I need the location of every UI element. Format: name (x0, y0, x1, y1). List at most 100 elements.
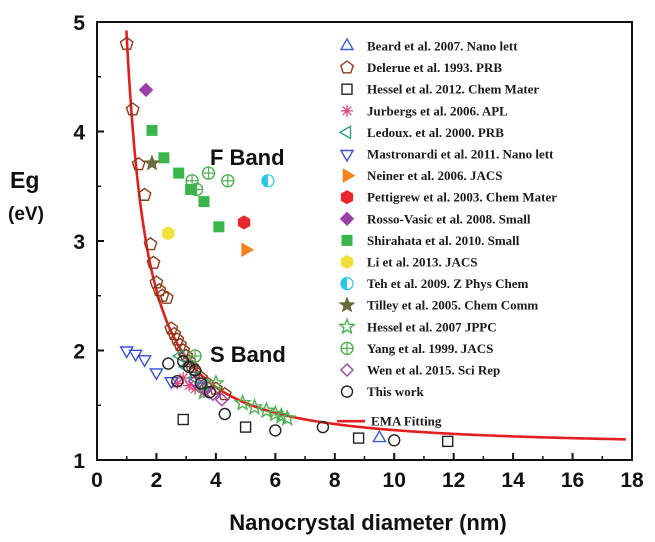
data-point-shirahata-et-al-2010-small (213, 221, 225, 233)
legend-marker (340, 190, 354, 205)
x-tick-label: 6 (269, 469, 281, 492)
legend-entry-label: Teh et al. 2009. Z Phys Chem (367, 276, 528, 291)
y-axis-label: Eg (10, 167, 39, 193)
x-tick-label: 0 (91, 469, 103, 492)
legend-entry-label: EMA Fitting (371, 414, 442, 429)
data-point-hessel-et-al-2007-jppc (257, 401, 276, 419)
legend-entry-label: Neiner et al. 2006. JACS (367, 168, 503, 183)
legend-marker (340, 254, 354, 270)
data-point-shirahata-et-al-2010-small (158, 152, 170, 164)
labels-layer: F Band S Band Eg (eV) Nanocrystal diamet… (8, 145, 507, 535)
legend-entry-label: Jurbergs et al. 2006. APL (367, 103, 508, 118)
data-points-layer (119, 36, 454, 448)
data-point-delerue-et-al-1993-prb (164, 321, 179, 335)
legend-marker (340, 363, 354, 377)
legend-marker (341, 83, 353, 95)
plot-frame (96, 21, 633, 461)
data-point-hessel-et-al-2012-chem-mater (239, 421, 252, 433)
data-point-delerue-et-al-1993-prb (137, 187, 152, 201)
legend-marker (339, 149, 355, 163)
legend-entry-label: Hessel et al. 2012. Chem Mater (367, 82, 539, 97)
legend-marker (340, 277, 354, 291)
y-tick-label: 4 (73, 122, 85, 145)
data-point-hessel-et-al-2007-jppc (245, 397, 264, 416)
x-tick-label: 12 (442, 469, 465, 492)
data-point-delerue-et-al-1993-prb (179, 348, 194, 362)
legend-marker (340, 385, 354, 398)
data-point-shirahata-et-al-2010-small (146, 124, 158, 136)
data-point-hessel-et-al-2012-chem-mater (177, 413, 189, 426)
x-tick-label: 8 (329, 469, 341, 492)
legend-entry-label: Mastronardi et al. 2011. Nano lett (367, 147, 554, 162)
data-point-shirahata-et-al-2010-small (198, 196, 210, 208)
data-point-rosso-vasic-et-al-2008-small (138, 82, 154, 98)
data-point-yang-et-al-1999-jacs (189, 182, 204, 197)
legend-marker (338, 125, 352, 140)
data-point-delerue-et-al-1993-prb (173, 337, 188, 351)
legend-entry-label: Shirahata et al. 2010. Small (367, 233, 520, 248)
data-point-mastronardi-et-al-2011-nano-lett (119, 346, 134, 359)
data-point-li-et-al-2013-jacs (162, 226, 175, 241)
data-point-this-work (218, 407, 232, 421)
data-point-this-work (171, 375, 184, 388)
y-tick-label: 3 (73, 231, 85, 254)
data-point-this-work (182, 360, 196, 374)
legend-entry-label: Li et al. 2013. JACS (367, 255, 478, 270)
data-point-this-work (269, 424, 282, 437)
data-point-tilley-et-al-2005-chem-comm (143, 154, 161, 171)
legend-entry-label: Tilley et al. 2005. Chem Comm (367, 298, 538, 313)
data-point-delerue-et-al-1993-prb (159, 290, 174, 304)
data-point-this-work (162, 357, 175, 370)
data-point-delerue-et-al-1993-prb (217, 386, 232, 401)
legend-entry-label: Yang et al. 1999. JACS (367, 341, 493, 356)
y-tick-label: 5 (73, 12, 85, 35)
x-tick-label: 4 (210, 469, 222, 492)
legend-marker (341, 234, 353, 246)
legend-marker (338, 317, 356, 335)
data-point-this-work (316, 420, 330, 434)
legend-entry-label: Wen et al. 2015. Sci Rep (367, 363, 500, 378)
data-point-delerue-et-al-1993-prb (131, 156, 146, 171)
legend-entry-label: Pettigrew et al. 2003. Chem Mater (367, 190, 557, 205)
data-point-beard-et-al-2007-nano-lett (372, 429, 387, 443)
legend-marker (340, 341, 354, 356)
data-point-mastronardi-et-al-2011-nano-lett (137, 355, 152, 368)
data-point-this-work (194, 377, 208, 390)
legend-entry-label: Delerue et al. 1993. PRB (367, 60, 502, 75)
legend-marker (339, 211, 355, 227)
data-point-yang-et-al-1999-jacs (221, 174, 235, 188)
data-point-this-work (188, 364, 202, 377)
legend-entry-label: This work (367, 384, 424, 399)
legend: Beard et al. 2007. Nano lett Delerue et a… (337, 37, 557, 429)
data-point-hessel-et-al-2007-jppc (233, 393, 252, 411)
legend-marker (339, 60, 355, 74)
data-point-hessel-et-al-2007-jppc (278, 408, 297, 427)
x-axis-label: Nanocrystal diameter (nm) (229, 510, 507, 535)
data-point-wen-et-al-2015-sci-rep (188, 374, 203, 389)
data-point-delerue-et-al-1993-prb (146, 255, 161, 269)
legend-entry-label: Hessel et al. 2007 JPPC (367, 319, 497, 334)
data-point-pettigrew-et-al-2003-chem-mater (237, 215, 251, 230)
y-tick-label: 2 (73, 341, 85, 364)
data-point-delerue-et-al-1993-prb (167, 326, 182, 341)
x-tick-label: 2 (151, 469, 163, 492)
data-point-yang-et-al-1999-jacs (201, 166, 216, 180)
legend-marker (342, 168, 356, 183)
y-tick-label: 1 (73, 450, 85, 473)
legend-entry-label: Beard et al. 2007. Nano lett (367, 39, 518, 54)
data-point-teh-et-al-2009-z-phys-chem (261, 174, 275, 188)
legend-marker (338, 296, 356, 313)
data-point-neiner-et-al-2006-jacs (241, 242, 255, 258)
data-point-mastronardi-et-al-2011-nano-lett (164, 377, 179, 390)
x-tick-label: 10 (383, 469, 406, 492)
legend-marker (341, 104, 353, 117)
data-point-delerue-et-al-1993-prb (152, 282, 167, 297)
x-tick-label: 16 (561, 469, 584, 492)
data-point-wen-et-al-2015-sci-rep (214, 392, 229, 407)
data-point-this-work (388, 434, 401, 447)
data-point-hessel-et-al-2012-chem-mater (352, 432, 365, 444)
x-tick-label: 18 (620, 469, 644, 492)
data-point-delerue-et-al-1993-prb (119, 36, 134, 50)
